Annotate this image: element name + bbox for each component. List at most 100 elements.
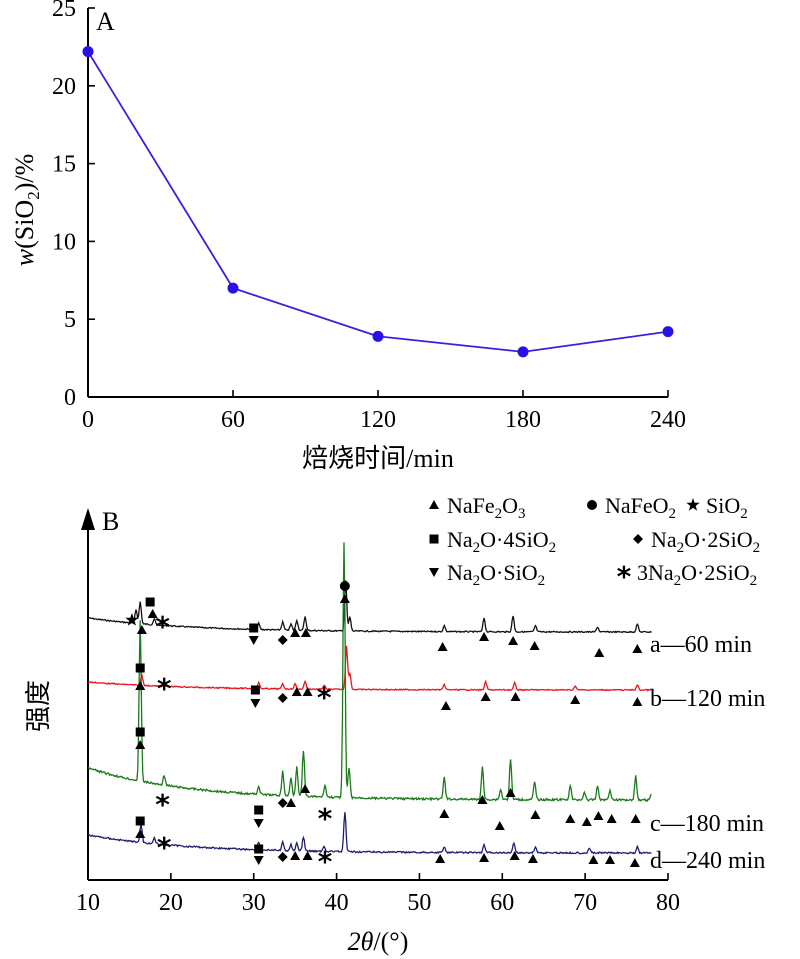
panel-b-patterns bbox=[87, 542, 652, 855]
panel-b-ticks: 10 20 30 40 50 60 70 80 bbox=[76, 873, 680, 916]
triangle-up-marker bbox=[437, 642, 448, 651]
triangle-up-marker bbox=[136, 625, 147, 634]
legend-item: * 3Na2O·2SiO2 bbox=[617, 560, 757, 593]
triangle-up-marker bbox=[135, 681, 146, 690]
legend-label: Na2O·2SiO2 bbox=[651, 527, 760, 556]
triangle-up-marker bbox=[300, 628, 311, 637]
triangle-up-marker bbox=[593, 811, 604, 820]
triangle-up-marker bbox=[605, 855, 615, 864]
triangle-up-marker bbox=[300, 784, 311, 793]
asterisk-marker: * bbox=[157, 672, 172, 705]
triangle-up-marker bbox=[439, 809, 450, 818]
legend-item: Na2O·2SiO2 bbox=[633, 527, 760, 556]
square-marker bbox=[250, 685, 260, 695]
xrd-pattern-d bbox=[87, 812, 652, 855]
triangle-up-marker bbox=[480, 692, 491, 701]
x-tick-label: 40 bbox=[325, 890, 349, 916]
x-tick-label: 20 bbox=[159, 890, 183, 916]
triangle-down-marker bbox=[250, 699, 261, 708]
square-marker bbox=[135, 663, 145, 673]
xrd-pattern-c bbox=[87, 542, 652, 803]
x-tick-label: 240 bbox=[650, 407, 686, 433]
x-tick-label: 10 bbox=[76, 890, 100, 916]
diamond-marker bbox=[277, 798, 288, 808]
x-tick-label: 180 bbox=[505, 407, 541, 433]
panel-a-label: A bbox=[96, 7, 115, 36]
triangle-down-legend-icon bbox=[429, 568, 439, 577]
triangle-up-marker bbox=[565, 814, 576, 823]
triangle-up-marker bbox=[290, 851, 301, 860]
diamond-marker bbox=[277, 852, 288, 862]
triangle-up-marker bbox=[510, 692, 521, 701]
y-tick-label: 0 bbox=[64, 385, 76, 411]
panel-b-y-axis-arrow bbox=[81, 508, 95, 530]
triangle-up-marker bbox=[588, 855, 599, 864]
asterisk-marker: * bbox=[317, 681, 332, 714]
square-marker bbox=[135, 816, 145, 826]
x-tick-label: 30 bbox=[242, 890, 266, 916]
x-tick-label: 120 bbox=[360, 407, 396, 433]
triangle-up-marker bbox=[530, 810, 541, 819]
triangle-up-marker bbox=[302, 851, 313, 860]
legend-label: NaFeO2 bbox=[605, 493, 676, 522]
triangle-up-marker bbox=[527, 854, 538, 863]
panel-a-series-line bbox=[87, 51, 669, 353]
triangle-up-marker bbox=[494, 821, 505, 830]
legend-label: SiO2 bbox=[706, 493, 748, 522]
asterisk-marker: * bbox=[318, 802, 333, 835]
triangle-up-marker bbox=[302, 687, 313, 696]
data-point bbox=[227, 282, 239, 294]
triangle-up-marker bbox=[135, 829, 146, 838]
diamond-marker bbox=[277, 635, 288, 645]
y-tick-label: 20 bbox=[52, 74, 76, 100]
square-marker bbox=[145, 597, 155, 607]
xrd-pattern-b bbox=[87, 645, 652, 692]
square-marker bbox=[254, 805, 264, 815]
triangle-down-marker bbox=[253, 819, 264, 828]
triangle-up-marker bbox=[479, 632, 490, 641]
x-tick-label: 50 bbox=[407, 890, 431, 916]
triangle-up-marker bbox=[290, 628, 301, 637]
panel-b-peak-markers: * * * * * * * bbox=[125, 581, 643, 878]
triangle-up-marker bbox=[529, 641, 540, 650]
panel-b: B 10 20 30 40 50 60 70 80 * * * * * * * a—60 min b—120… bbox=[24, 493, 765, 956]
triangle-up-marker bbox=[630, 814, 641, 823]
x-tick-label: 70 bbox=[573, 890, 597, 916]
y-tick-label: 15 bbox=[52, 152, 76, 178]
legend-label: Na2O·4SiO2 bbox=[447, 527, 556, 556]
triangle-up-marker bbox=[581, 817, 592, 826]
legend-item: SiO2 bbox=[686, 493, 748, 522]
triangle-up-marker bbox=[508, 636, 519, 645]
square-marker bbox=[135, 727, 145, 737]
asterisk-legend-icon: * bbox=[617, 560, 632, 593]
panel-b-x-label: 2θ/(°) bbox=[348, 927, 409, 956]
triangle-up-marker bbox=[632, 644, 643, 653]
triangle-down-marker bbox=[248, 636, 259, 645]
asterisk-marker: * bbox=[155, 610, 170, 643]
triangle-down-marker bbox=[253, 856, 264, 865]
panel-a-y-label: w(SiO2)/% bbox=[10, 154, 43, 267]
square-marker bbox=[254, 844, 264, 854]
triangle-up-marker bbox=[477, 795, 488, 804]
legend-item: NaFe2O3 bbox=[429, 493, 526, 522]
y-tick-label: 5 bbox=[64, 307, 76, 333]
triangle-up-marker bbox=[629, 858, 640, 867]
curve-label: c—180 min bbox=[650, 811, 764, 837]
panel-b-label: B bbox=[102, 507, 119, 536]
triangle-up-marker bbox=[594, 648, 605, 657]
square-marker bbox=[249, 623, 259, 633]
panel-b-y-label: 强度 bbox=[24, 680, 53, 732]
star-legend-icon bbox=[686, 498, 700, 511]
triangle-up-marker bbox=[509, 851, 520, 860]
triangle-up-marker bbox=[479, 853, 490, 862]
triangle-up-marker bbox=[147, 609, 158, 618]
triangle-up-marker bbox=[286, 798, 296, 807]
data-point bbox=[82, 46, 94, 58]
legend-label: Na2O·SiO2 bbox=[447, 560, 545, 589]
triangle-up-marker bbox=[570, 695, 581, 704]
panel-a-x-label: 焙烧时间/min bbox=[302, 444, 454, 473]
x-tick-label: 60 bbox=[490, 890, 514, 916]
triangle-up-marker bbox=[291, 687, 302, 696]
panel-b-curve-labels: a—60 min b—120 min c—180 min d—240 min bbox=[650, 632, 765, 874]
